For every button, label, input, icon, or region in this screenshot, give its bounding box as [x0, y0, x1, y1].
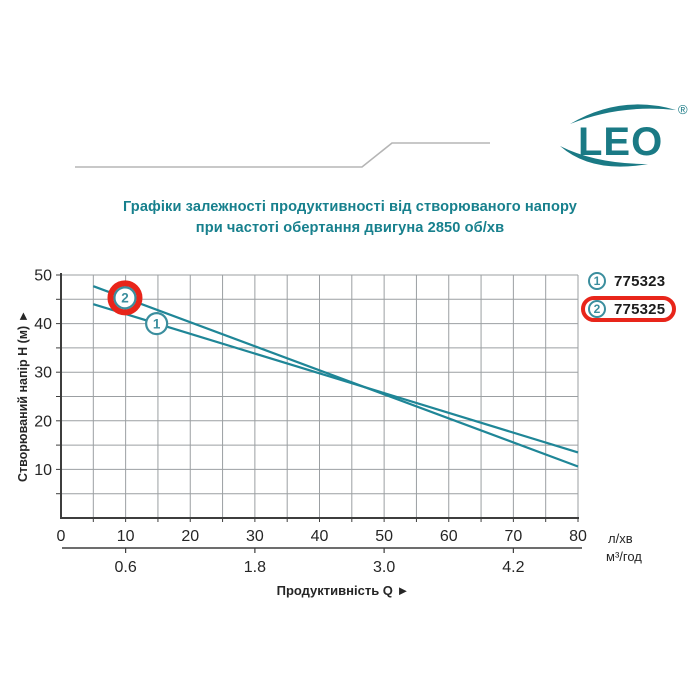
logo-lower-swoosh-icon	[560, 146, 648, 167]
red-highlight-ring	[107, 280, 143, 316]
x-unit-primary: л/хв	[608, 531, 633, 546]
svg-text:40: 40	[34, 316, 52, 333]
svg-text:60: 60	[440, 528, 458, 545]
curve-775325	[92, 285, 579, 468]
svg-text:20: 20	[181, 528, 199, 545]
svg-text:70: 70	[504, 528, 522, 545]
svg-text:1: 1	[153, 316, 161, 331]
series-2-marker-icon: 2	[588, 300, 606, 318]
y-tick-labels: 10 20 30 40 50	[34, 268, 52, 479]
secondary-tick-label: 0.6	[115, 559, 137, 576]
chart-title-line2: при частоті обертання двигуна 2850 об/хв	[195, 220, 505, 236]
svg-text:80: 80	[569, 528, 587, 545]
svg-text:30: 30	[246, 528, 264, 545]
secondary-tick-label: 3.0	[373, 559, 395, 576]
legend-item-775323: 1 775323	[581, 268, 676, 294]
series-1-marker-icon: 1	[588, 272, 606, 290]
chart-grid	[61, 274, 579, 518]
secondary-x-axis: 0.6 1.8 3.0 4.2	[62, 547, 582, 576]
svg-text:10: 10	[34, 462, 52, 479]
x-unit-secondary: м³/год	[606, 549, 642, 564]
chart-axes	[56, 273, 579, 522]
logo-text: LEO	[578, 120, 663, 164]
x-axis-title: Продуктивність Q ►	[277, 583, 410, 598]
header-divider-line	[75, 142, 490, 168]
svg-text:2: 2	[121, 291, 129, 306]
series-1-label: 775323	[614, 272, 666, 290]
axis-units: л/хв м³/год	[606, 531, 642, 564]
svg-text:30: 30	[34, 365, 52, 382]
curve-marker-2: 2	[107, 280, 143, 316]
svg-text:50: 50	[375, 528, 393, 545]
axis-titles: Продуктивність Q ► Створюваний напір H (м…	[16, 310, 409, 598]
chart-title-line1: Графіки залежності продуктивності від ст…	[122, 199, 577, 215]
leo-logo: LEO ®	[560, 102, 688, 167]
logo-upper-swoosh-icon	[570, 104, 676, 124]
pump-performance-chart: 1 2 10 20 30 40 50 0 10 20 30 40 50 60 70 80 л/хв м³/год 0…	[0, 250, 700, 620]
y-axis-title: Створюваний напір H (м) ►	[16, 310, 30, 482]
chart-canvas: 1 2 10 20 30 40 50 0 10 20 30 40 50 60 70 80 л/хв м³/год 0…	[16, 268, 642, 599]
legend-item-775325-highlighted: 2 775325	[581, 296, 677, 322]
curve-marker-1: 1	[145, 311, 169, 336]
secondary-tick-label: 1.8	[244, 559, 266, 576]
chart-title: Графіки залежності продуктивності від ст…	[0, 197, 700, 239]
series-2-label: 775325	[614, 300, 666, 318]
x-tick-labels: 0 10 20 30 40 50 60 70 80	[57, 528, 587, 545]
svg-text:10: 10	[117, 528, 135, 545]
svg-text:40: 40	[311, 528, 329, 545]
svg-text:50: 50	[34, 268, 52, 285]
registered-mark: ®	[678, 102, 688, 117]
curve-775323	[92, 303, 579, 454]
svg-text:20: 20	[34, 413, 52, 430]
svg-text:0: 0	[57, 528, 66, 545]
legend: 1 775323 2 775325	[581, 268, 677, 322]
secondary-tick-label: 4.2	[502, 559, 524, 576]
